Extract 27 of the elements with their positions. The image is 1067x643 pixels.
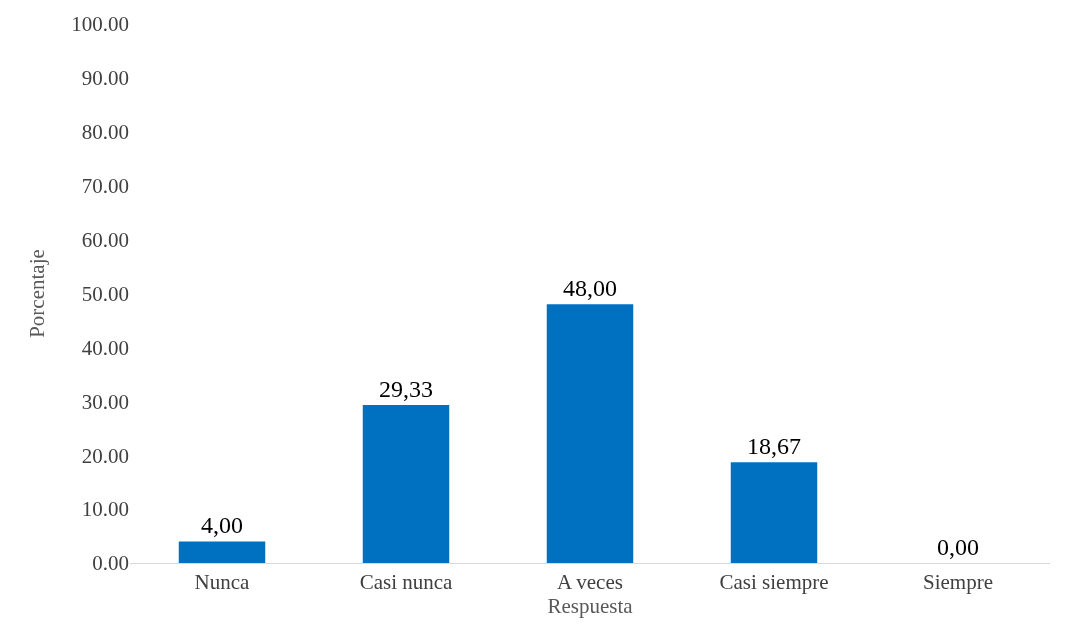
bar xyxy=(178,541,266,563)
y-tick-label: 90.00 xyxy=(81,66,129,91)
data-label: 0,00 xyxy=(937,534,979,560)
y-tick-label: 70.00 xyxy=(81,174,129,199)
y-tick-label: 30.00 xyxy=(81,389,129,414)
x-tick-label: Siempre xyxy=(923,570,993,595)
bar xyxy=(546,304,634,563)
y-tick-label: 80.00 xyxy=(81,120,129,145)
data-label: 48,00 xyxy=(563,275,617,302)
y-tick-label: 50.00 xyxy=(81,281,129,306)
data-label: 18,67 xyxy=(747,433,801,460)
x-tick-label: A veces xyxy=(557,570,623,595)
x-tick-label: Casi siempre xyxy=(719,570,829,595)
y-tick-label: 10.00 xyxy=(81,497,129,522)
x-tick-label: Casi nunca xyxy=(359,570,454,595)
x-tick-label: Nunca xyxy=(194,570,251,595)
y-tick-label: 60.00 xyxy=(81,227,129,252)
y-tick-label: 0.00 xyxy=(92,551,129,576)
bar xyxy=(362,404,450,563)
data-label: 4,00 xyxy=(201,512,243,539)
y-tick-label: 100.00 xyxy=(71,12,129,37)
x-axis-title: Respuesta xyxy=(547,594,634,619)
data-label: 29,33 xyxy=(379,375,433,402)
y-axis-title: Porcentaje xyxy=(25,249,50,338)
y-tick-label: 40.00 xyxy=(81,335,129,360)
y-tick-label: 20.00 xyxy=(81,443,129,468)
bar xyxy=(730,462,818,563)
